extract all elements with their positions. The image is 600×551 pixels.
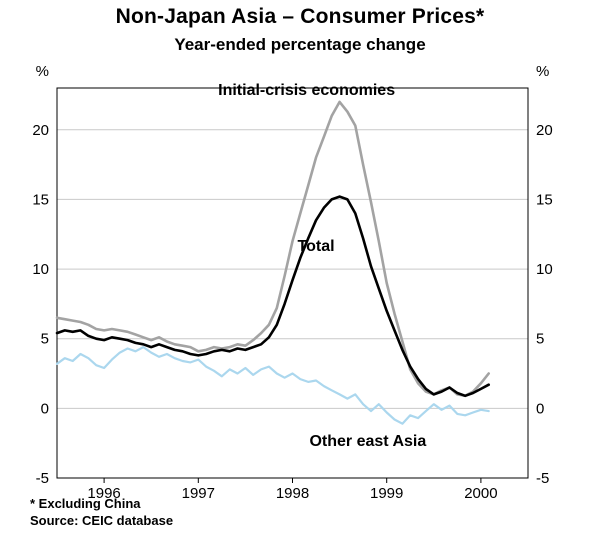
y-tick-label-left-20: 20 — [32, 122, 49, 139]
series-label-total: Total — [298, 238, 335, 255]
footnote-excluding-china: * Excluding China — [30, 496, 141, 511]
chart-title: Non-Japan Asia – Consumer Prices* — [115, 5, 485, 28]
y-tick-label-left-10: 10 — [32, 261, 49, 278]
y-tick-label-left-0: 0 — [41, 400, 49, 417]
series-line-other-east-asia — [55, 346, 490, 425]
series-line-total — [55, 195, 491, 398]
y-tick-label-right-20: 20 — [536, 122, 553, 139]
series-label-other-east-asia: Other east Asia — [309, 433, 426, 450]
y-tick-label-right-0: 0 — [536, 400, 544, 417]
y-tick-label-left--5: -5 — [36, 470, 49, 487]
y-tick-label-left-5: 5 — [41, 331, 49, 348]
y-unit-label-right: % — [536, 63, 549, 80]
y-tick-label-right--5: -5 — [536, 470, 549, 487]
series-label-initial-crisis-economies: Initial-crisis economies — [218, 82, 395, 99]
chart-footnotes: * Excluding China Source: CEIC database — [30, 495, 173, 529]
chart-subtitle: Year-ended percentage change — [174, 35, 426, 54]
y-tick-label-right-5: 5 — [536, 331, 544, 348]
x-tick-label-1999: 1999 — [370, 485, 403, 502]
x-tick-label-1998: 1998 — [276, 485, 309, 502]
footnote-source: Source: CEIC database — [30, 513, 174, 528]
y-tick-label-left-15: 15 — [32, 191, 49, 208]
series-line-initial-crisis-economies — [55, 100, 491, 398]
y-unit-label-left: % — [36, 63, 49, 80]
x-tick-label-1996: 1996 — [87, 485, 120, 502]
x-tick-label-1997: 1997 — [182, 485, 215, 502]
y-tick-label-right-15: 15 — [536, 191, 553, 208]
y-tick-label-right-10: 10 — [536, 261, 553, 278]
x-tick-label-2000: 2000 — [464, 485, 497, 502]
